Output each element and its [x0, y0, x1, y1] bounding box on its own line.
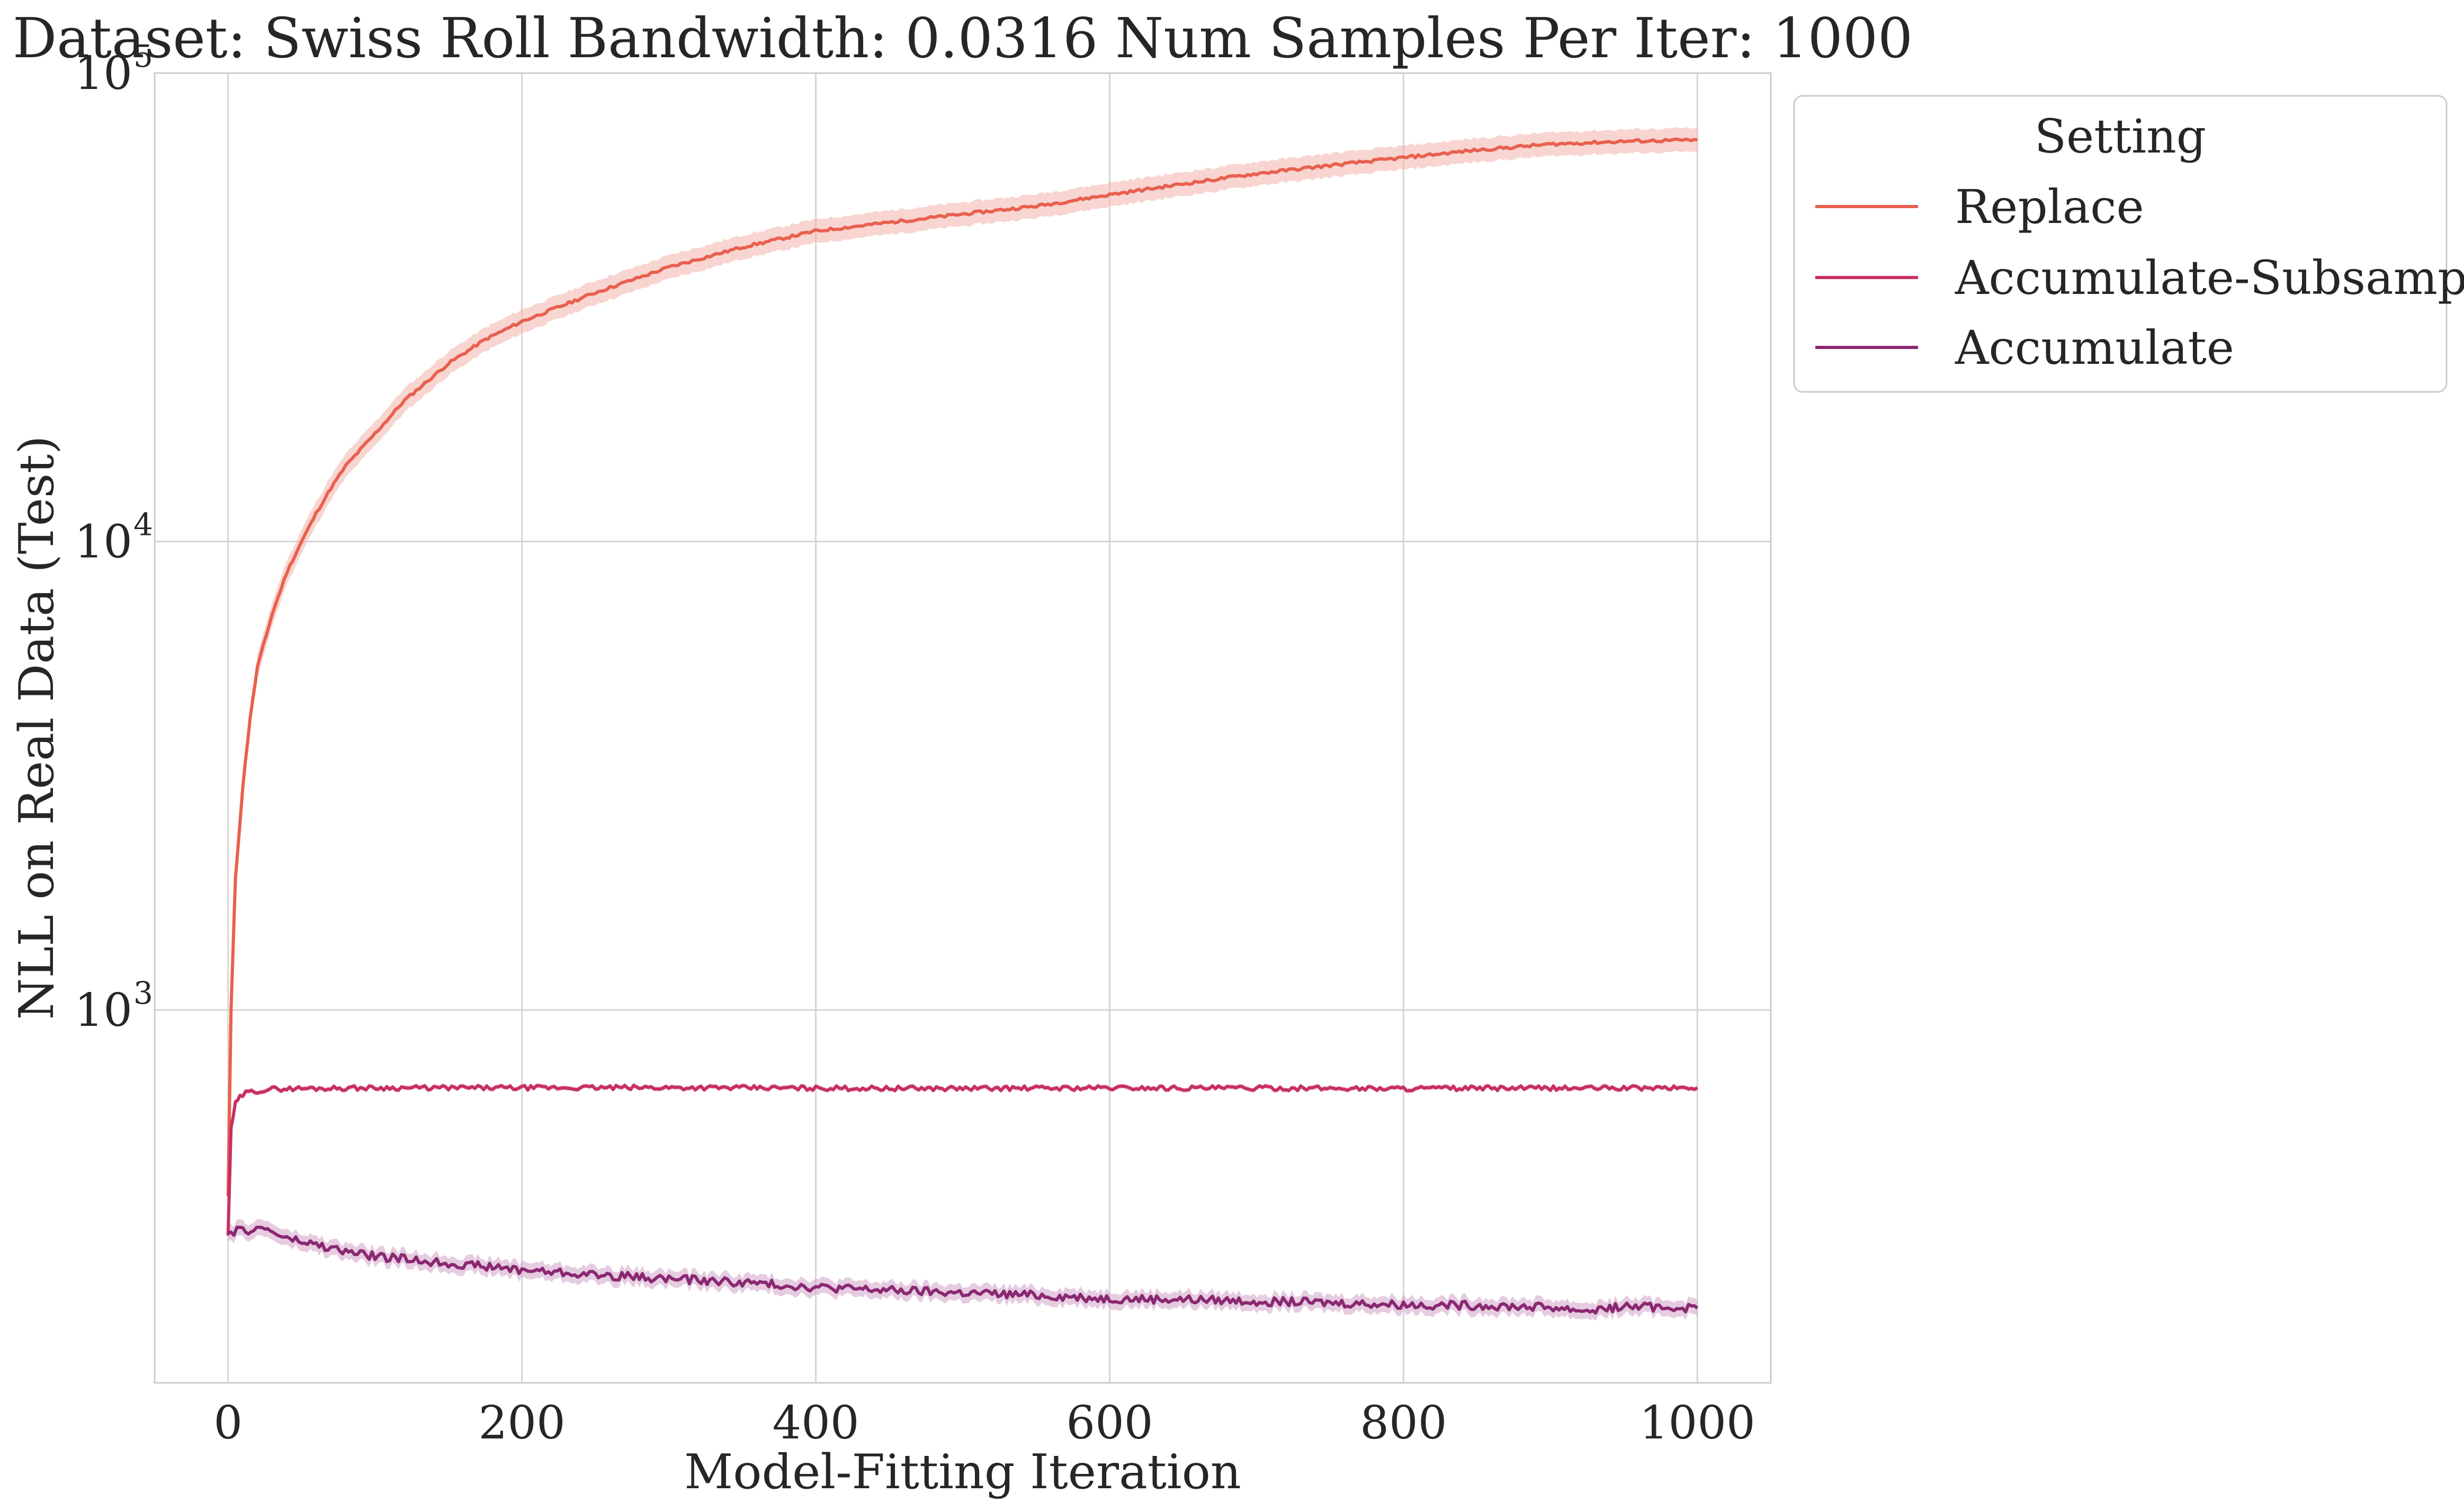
x-tick-label: 800 — [1360, 1397, 1447, 1450]
x-tick-label: 1000 — [1639, 1397, 1755, 1450]
legend-box — [1793, 95, 2448, 393]
legend-title: Setting — [2035, 109, 2206, 164]
y-tick-exponent: 5 — [133, 38, 153, 74]
legend-label: Accumulate-Subsample — [1955, 251, 2464, 305]
confidence-bands — [228, 127, 1698, 1321]
series-line-1 — [226, 1084, 1698, 1236]
legend-item: Accumulate — [1815, 320, 2234, 375]
chart-title: Dataset: Swiss Roll Bandwidth: 0.0316 Nu… — [13, 6, 1913, 70]
series-lines — [226, 137, 1699, 1315]
series-line-0 — [226, 137, 1698, 1197]
legend-label: Replace — [1955, 180, 2144, 234]
series-line-2 — [228, 1226, 1699, 1315]
x-tick-label: 400 — [772, 1397, 859, 1450]
legend-label: Accumulate — [1955, 320, 2234, 375]
legend-items: Replace Accumulate-Subsample Accumulate — [1815, 180, 2464, 375]
y-tick-base: 10 — [75, 516, 132, 569]
legend-item: Accumulate-Subsample — [1815, 251, 2464, 305]
x-tick-label: 600 — [1066, 1397, 1153, 1450]
y-tick-label: 10 4 — [75, 507, 153, 569]
y-tick-exponent: 3 — [133, 975, 153, 1011]
y-tick-base: 10 — [75, 47, 132, 100]
y-tick-label: 10 5 — [75, 38, 153, 100]
x-tick-label: 0 — [213, 1397, 243, 1450]
legend: Setting Replace Accumulate-Subsample Accum… — [1793, 95, 2464, 393]
y-axis-label: NLL on Real Data (Test) — [9, 436, 65, 1020]
y-tick-exponent: 4 — [133, 507, 153, 543]
legend-item: Replace — [1815, 180, 2144, 234]
y-tick-label: 10 3 — [75, 975, 153, 1037]
x-tick-labels: 0 200 400 600 800 1000 — [213, 1397, 1755, 1450]
plot-frame — [154, 72, 1772, 1384]
confidence-band-2 — [228, 1219, 1698, 1321]
y-tick-base: 10 — [75, 984, 132, 1037]
x-tick-label: 200 — [479, 1397, 566, 1450]
x-axis-label: Model-Fitting Iteration — [684, 1444, 1241, 1500]
